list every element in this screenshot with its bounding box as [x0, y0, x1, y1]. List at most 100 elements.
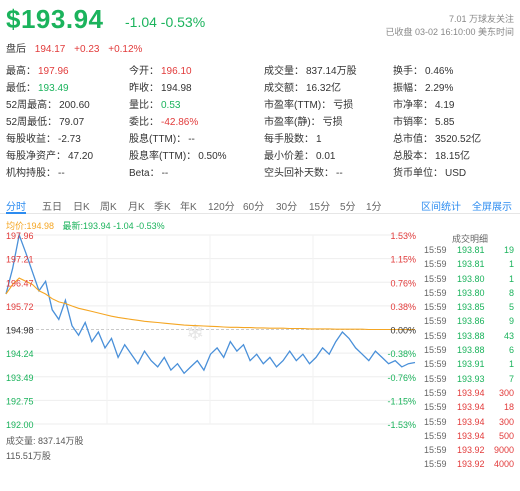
price-tick-label: 197.96 [6, 231, 34, 241]
trade-time: 15:59 [424, 302, 447, 313]
after-hours-pct: +0.12% [108, 44, 143, 55]
stat-label: 货币单位： [393, 168, 443, 179]
volume-label: 成交量: 837.14万股 [6, 436, 84, 446]
stat-label: 市盈率(TTM)： [264, 100, 332, 111]
stat-value: 0.53 [161, 100, 181, 111]
trade-price: 193.93 [457, 373, 485, 384]
trade-time: 15:59 [424, 416, 447, 427]
price-tick-label: 196.47 [6, 278, 34, 288]
stat-label: Beta： [129, 168, 160, 179]
trade-row: 15:59 193.85 5 [420, 301, 520, 315]
stat-value: 837.14万股 [306, 66, 357, 77]
tab-4[interactable]: 月K [128, 202, 145, 213]
tab-2[interactable]: 日K [73, 202, 90, 213]
tab-3[interactable]: 周K [100, 202, 117, 213]
stat-value: 194.98 [161, 83, 192, 94]
trades-title: 成交明细 [451, 234, 488, 244]
trade-volume: 9000 [493, 445, 514, 456]
stat-label: 总股本： [393, 151, 433, 162]
follower-count: 7.01 万球友关注 [448, 14, 514, 24]
fullscreen-link[interactable]: 全屏展示 [472, 202, 512, 213]
trade-volume: 19 [503, 245, 514, 255]
stat-item: 昨收： 194.98 [129, 79, 192, 94]
trade-volume: 5 [508, 302, 514, 313]
stats-row: 每股净资产： 47.20 股息率(TTM)： 0.50% 最小价差： 0.01 总股本： 18… [6, 145, 516, 162]
tab-9[interactable]: 30分 [276, 202, 298, 213]
range-stats-link[interactable]: 区间统计 [421, 202, 461, 213]
stat-label: 最小价差： [264, 151, 314, 162]
tab-12[interactable]: 1分 [366, 202, 382, 213]
trade-row: 15:59 193.92 9000 [420, 444, 520, 458]
tab-active-indicator [6, 212, 26, 214]
stat-value: 3520.52亿 [435, 134, 482, 145]
trade-row: 15:59 193.92 4000 [420, 458, 520, 472]
trade-volume: 4000 [493, 459, 514, 470]
stat-item: 最高： 197.96 [6, 62, 69, 77]
price-tick-label: 192.75 [6, 396, 34, 406]
trade-volume: 1 [508, 273, 514, 284]
stat-item: 今开： 196.10 [129, 62, 192, 77]
stat-value: 2.29% [425, 83, 454, 94]
watermark-logo: ❄ [186, 321, 204, 346]
stat-item: 委比： -42.86% [129, 113, 198, 128]
trade-volume: 1 [508, 259, 514, 270]
trade-price: 193.94 [457, 402, 485, 413]
stat-value: 16.32亿 [306, 83, 342, 94]
stat-label: 最低： [6, 83, 36, 94]
trade-volume: 300 [498, 387, 514, 398]
stat-value: -- [161, 168, 169, 179]
stat-label: 今开： [129, 66, 159, 77]
stat-item: 最小价差： 0.01 [264, 147, 335, 162]
trade-price: 193.88 [457, 330, 485, 341]
tab-8[interactable]: 60分 [243, 202, 265, 213]
trade-price: 193.91 [457, 359, 485, 370]
tab-5[interactable]: 季K [154, 202, 171, 213]
trade-time: 15:59 [424, 345, 447, 356]
trade-time: 15:59 [424, 330, 447, 341]
stat-label: 昨收： [129, 83, 159, 94]
stat-item: 机构持股： -- [6, 164, 65, 179]
stat-label: 每手股数： [264, 134, 314, 145]
trade-row: 15:59 193.88 43 [420, 330, 520, 344]
trade-time: 15:59 [424, 445, 447, 456]
stat-item: 市盈率(TTM)： 亏损 [264, 96, 353, 111]
trade-time: 15:59 [424, 287, 447, 298]
stat-value: 亏损 [333, 100, 354, 111]
stat-label: 52周最高： [6, 100, 58, 111]
trade-row: 15:59 193.81 19 [420, 244, 520, 258]
stats-grid: 最高： 197.96 今开： 196.10 成交量： 837.14万股 换手： 0.46% 最低… [6, 60, 516, 179]
trade-time: 15:59 [424, 373, 447, 384]
trade-row: 15:59 193.93 7 [420, 373, 520, 387]
trade-time: 15:59 [424, 316, 447, 327]
stats-row: 机构持股： -- Beta： -- 空头回补天数： -- 货币单位： USD [6, 162, 516, 179]
trade-price: 193.85 [457, 302, 485, 313]
trade-details-panel[interactable]: 成交明细 15:59 193.81 19 15:59 193.81 1 15:59 193.8… [420, 230, 520, 473]
trade-volume: 7 [508, 373, 514, 384]
trade-row: 15:59 193.94 500 [420, 430, 520, 444]
trade-price: 193.92 [457, 445, 485, 456]
stats-row: 最低： 193.49 昨收： 194.98 成交额： 16.32亿 振幅： 2.29% [6, 77, 516, 94]
trade-price: 193.80 [457, 287, 485, 298]
tab-6[interactable]: 年K [180, 202, 197, 213]
stat-label: 振幅： [393, 83, 423, 94]
stat-item: 每手股数： 1 [264, 130, 322, 145]
intraday-chart[interactable]: ❄ 197.96 1.53% 197.21 1.15% 196.47 0.76% 195.72… [0, 228, 420, 433]
chart-legend: 均价:194.98 最新:193.94 -1.04 -0.53% [6, 219, 165, 232]
market-status: 已收盘 03-02 16:10:00 美东时间 [385, 27, 514, 37]
tab-7[interactable]: 120分 [208, 202, 235, 213]
stat-label: 每股净资产： [6, 151, 66, 162]
stat-label: 成交量： [264, 66, 304, 77]
stat-value: -- [188, 134, 195, 145]
stat-item: Beta： -- [129, 164, 168, 179]
tab-10[interactable]: 15分 [309, 202, 331, 213]
stat-label: 市销率： [393, 117, 433, 128]
tab-11[interactable]: 5分 [340, 202, 356, 213]
stat-item: 总股本： 18.15亿 [393, 147, 470, 162]
price-tick-label: 195.72 [6, 302, 34, 312]
trade-row: 15:59 193.94 300 [420, 416, 520, 430]
tab-0[interactable]: 分时 [6, 202, 26, 213]
stat-value: 0.01 [316, 151, 336, 162]
tab-1[interactable]: 五日 [42, 202, 62, 213]
trade-volume: 8 [508, 287, 514, 298]
trade-time: 15:59 [424, 402, 447, 413]
